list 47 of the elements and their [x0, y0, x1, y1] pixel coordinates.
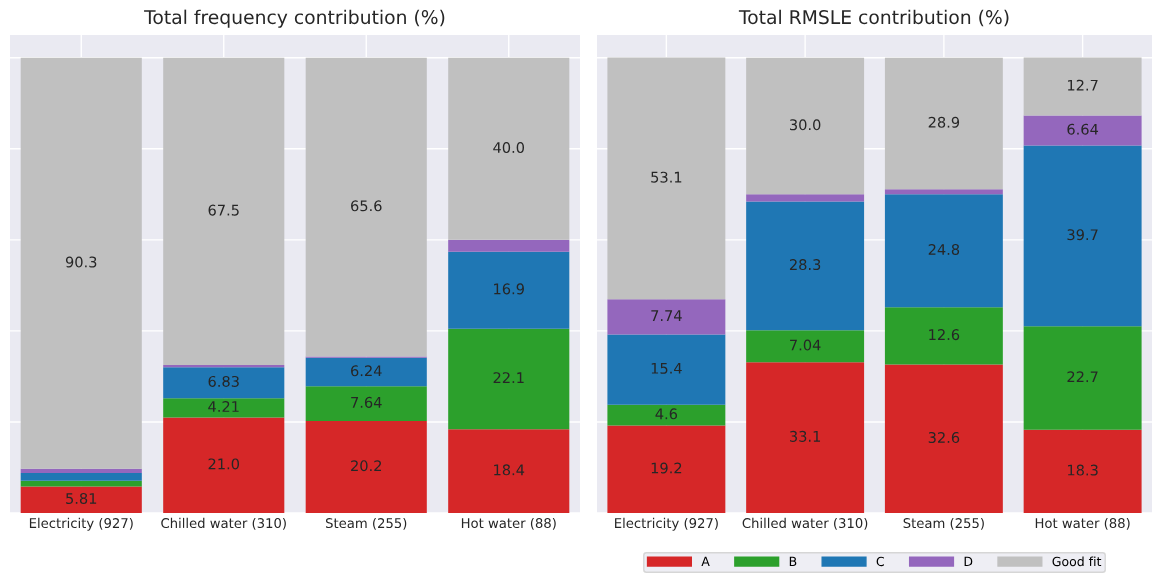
data-label: 16.9: [494, 283, 524, 295]
x-tick-label: Steam (255): [325, 517, 407, 530]
legend-label: C: [876, 556, 884, 567]
data-label: 7.04: [790, 339, 821, 351]
data-label: 65.6: [351, 200, 382, 212]
data-label: 4.6: [655, 408, 678, 420]
x-tick-label: Electricity (927): [615, 517, 718, 531]
legend-label: Good fit: [1052, 556, 1102, 567]
data-label: 15.4: [651, 362, 682, 374]
data-label: 40.0: [493, 142, 525, 154]
data-label: 19.2: [651, 462, 682, 474]
data-label: 28.9: [928, 116, 960, 128]
x-tick-label: Hot water (88): [1035, 517, 1130, 530]
x-tick-label: Chilled water (310): [742, 517, 868, 530]
chart-title: Total frequency contribution (%): [144, 9, 445, 28]
data-label: 6.24: [351, 365, 382, 377]
data-label: 28.3: [789, 259, 821, 271]
data-label: 4.21: [208, 401, 239, 412]
data-label: 18.3: [1067, 464, 1098, 476]
data-label: 12.6: [929, 329, 960, 341]
data-label: 7.64: [351, 396, 382, 408]
data-label: 18.4: [494, 464, 525, 476]
legend-label: A: [701, 556, 710, 566]
x-tick-label: Hot water (88): [461, 517, 556, 530]
data-label: 33.1: [790, 430, 821, 442]
data-label: 53.1: [651, 171, 682, 183]
x-tick-label: Steam (255): [903, 517, 984, 530]
chart-title: Total RMSLE contribution (%): [738, 9, 1009, 27]
data-label: 39.7: [1067, 229, 1098, 241]
data-label: 22.7: [1067, 371, 1098, 383]
x-tick-label: Electricity (927): [29, 517, 133, 531]
data-label: 12.7: [1067, 79, 1098, 91]
data-label: 24.8: [928, 243, 960, 256]
data-label: 5.81: [66, 492, 97, 505]
data-label: 7.74: [651, 310, 682, 321]
data-label: 20.2: [351, 460, 382, 472]
data-label: 90.3: [65, 256, 97, 268]
data-label: 6.64: [1067, 123, 1099, 135]
data-label: 32.6: [928, 432, 960, 444]
legend-label: B: [789, 556, 797, 566]
legend-label: D: [964, 556, 973, 566]
data-label: 30.0: [790, 119, 821, 131]
data-label: 21.0: [208, 458, 240, 470]
data-label: 22.1: [493, 372, 524, 383]
data-label: 6.83: [208, 375, 239, 387]
x-tick-label: Chilled water (310): [161, 517, 286, 530]
data-label: 67.5: [208, 204, 239, 216]
